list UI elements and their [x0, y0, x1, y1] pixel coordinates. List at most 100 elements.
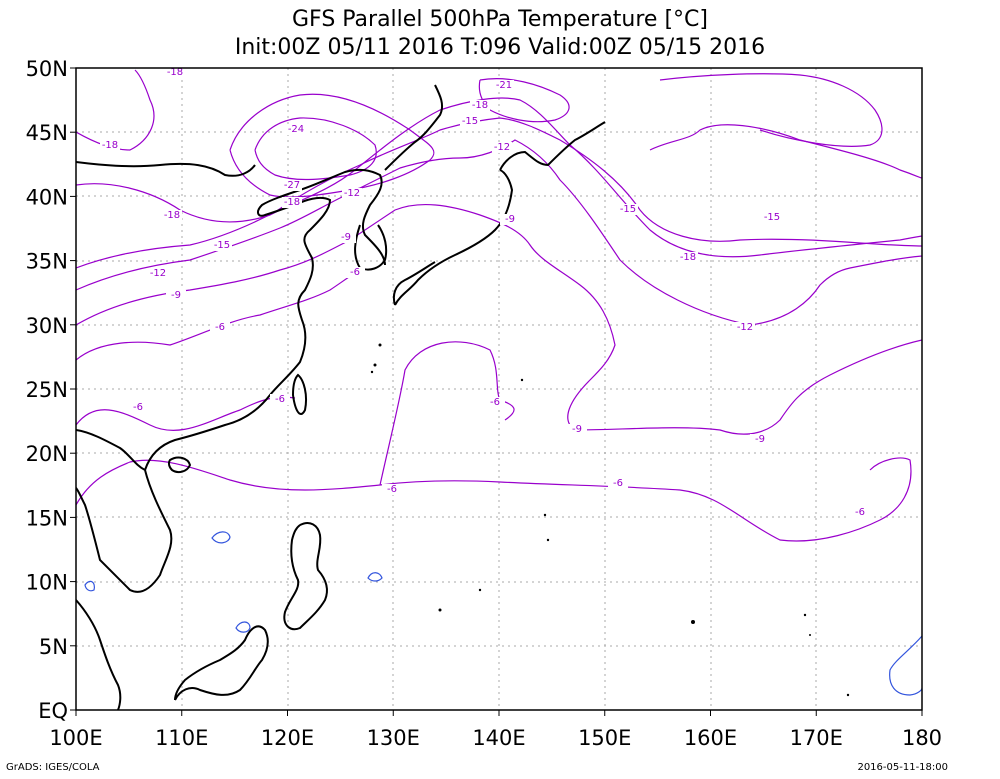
- contour-label-bg: [762, 212, 782, 223]
- lon-tick-label: 110E: [155, 726, 208, 750]
- contour-line: [659, 73, 883, 147]
- contour-label: -6: [133, 402, 143, 413]
- map-subtitle: Init:00Z 05/11 2016 T:096 Valid:00Z 05/1…: [234, 35, 766, 60]
- contour-line: [76, 457, 912, 542]
- longitude-axis: 100E 110E 120E 130E 140E 150E 160E 170E 180: [49, 710, 942, 750]
- contour-label: -18: [680, 252, 696, 263]
- borneo-coast: [174, 625, 269, 701]
- contour-label: -15: [462, 116, 478, 127]
- lat-tick-label: 20N: [26, 442, 68, 466]
- contour-label: -18: [284, 197, 300, 208]
- contour-label-bg: [345, 267, 365, 278]
- contour-label: -12: [494, 142, 510, 153]
- contour-line: [229, 93, 435, 198]
- contour-label-bg: [282, 180, 302, 191]
- contour-label-bg: [678, 252, 698, 263]
- lat-tick-label: 35N: [26, 250, 68, 274]
- contour-label-bg: [342, 188, 362, 199]
- lat-tick-label: 15N: [26, 506, 68, 530]
- contour-line: [84, 580, 95, 592]
- contour-label-bg: [618, 204, 638, 215]
- taiwan-coast: [291, 373, 308, 415]
- contour-label: -6: [855, 507, 865, 518]
- mainland-coast: [76, 161, 256, 177]
- indochina-coast: [76, 599, 122, 710]
- warm-contours: [84, 531, 922, 696]
- coastlines: [76, 84, 606, 710]
- contour-label: -15: [764, 212, 780, 223]
- contour-label: -9: [505, 214, 515, 225]
- japan-coast: [392, 261, 436, 306]
- footer-timestamp: 2016-05-11-18:00: [857, 762, 948, 773]
- contour-label-bg: [608, 478, 628, 489]
- philippines-coast: [283, 522, 328, 631]
- contour-label-bg: [282, 197, 302, 208]
- contour-label: -12: [737, 322, 753, 333]
- contour-label: -21: [496, 80, 512, 91]
- contour-label-bg: [500, 214, 520, 225]
- contour-label-bg: [100, 140, 120, 151]
- lat-tick-label: 50N: [26, 57, 68, 81]
- lon-tick-label: 100E: [49, 726, 102, 750]
- japan-coast: [394, 169, 514, 306]
- lat-tick-label: 5N: [39, 635, 68, 659]
- mainland-coast: [76, 429, 173, 593]
- lon-tick-label: 150E: [578, 726, 631, 750]
- contour-label-bg: [567, 424, 587, 435]
- contour-label: -6: [387, 484, 397, 495]
- lat-lon-grid: [76, 68, 922, 710]
- contour-label-bg: [336, 232, 356, 243]
- contour-label-bg: [286, 124, 306, 135]
- contour-label: -9: [755, 434, 765, 445]
- lat-tick-label: 45N: [26, 121, 68, 145]
- lon-tick-label: 160E: [684, 726, 737, 750]
- latitude-axis: 50N 45N 40N 35N 30N 25N 20N 15N 10N 5N EQ: [26, 57, 76, 723]
- lat-tick-label: 30N: [26, 314, 68, 338]
- contour-label-bg: [750, 434, 770, 445]
- contour-label-bg: [162, 210, 182, 221]
- contour-label-bg: [492, 142, 512, 153]
- contour-label-bg: [470, 100, 490, 111]
- contour-label: -18: [167, 67, 183, 78]
- temperature-contours: [76, 69, 922, 542]
- contour-line: [76, 139, 922, 326]
- mainland-coast: [257, 168, 386, 266]
- contour-label: -18: [164, 210, 180, 221]
- contour-line: [76, 203, 922, 435]
- lat-tick-label: 40N: [26, 185, 68, 209]
- contour-label: -9: [341, 232, 351, 243]
- small-islands: [370, 343, 850, 697]
- lat-tick-label: EQ: [38, 699, 68, 723]
- lon-tick-label: 170E: [790, 726, 843, 750]
- contour-line: [211, 531, 231, 544]
- contour-label: -15: [214, 240, 230, 251]
- contour-label-bg: [166, 290, 186, 301]
- contour-line: [76, 97, 922, 258]
- contour-label: -18: [102, 140, 118, 151]
- contour-label-bg: [212, 240, 232, 251]
- contour-label-bg: [460, 116, 480, 127]
- contour-label: -9: [171, 290, 181, 301]
- contour-label-bg: [494, 80, 514, 91]
- japan-coast: [499, 121, 606, 171]
- contour-line: [254, 117, 377, 181]
- lon-tick-label: 180: [902, 726, 942, 750]
- lon-tick-label: 120E: [261, 726, 314, 750]
- contour-label: -6: [613, 478, 623, 489]
- contour-label-bg: [850, 507, 870, 518]
- contour-label: -6: [490, 397, 500, 408]
- contour-line: [76, 267, 366, 361]
- lat-tick-label: 10N: [26, 571, 68, 595]
- contour-label-bg: [270, 394, 290, 405]
- contour-label: -12: [344, 188, 360, 199]
- mainland-coast: [384, 84, 444, 171]
- contour-line: [379, 341, 515, 486]
- contour-label-bg: [148, 268, 168, 279]
- contour-label: -15: [620, 204, 636, 215]
- contour-label-bg: [165, 68, 185, 78]
- contour-label: -9: [572, 424, 582, 435]
- mainland-coast: [144, 196, 332, 471]
- footer-credit: GrADS: IGES/COLA: [6, 762, 100, 773]
- contour-label: -6: [350, 267, 360, 278]
